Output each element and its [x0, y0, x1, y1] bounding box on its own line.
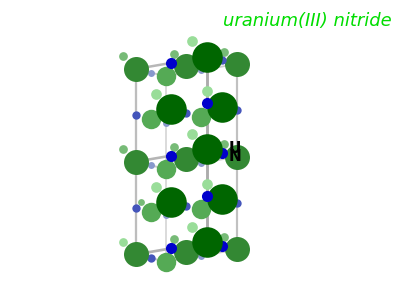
Text: uranium(III) nitride: uranium(III) nitride — [223, 12, 392, 30]
Text: N: N — [229, 149, 242, 164]
Text: U: U — [229, 141, 241, 156]
